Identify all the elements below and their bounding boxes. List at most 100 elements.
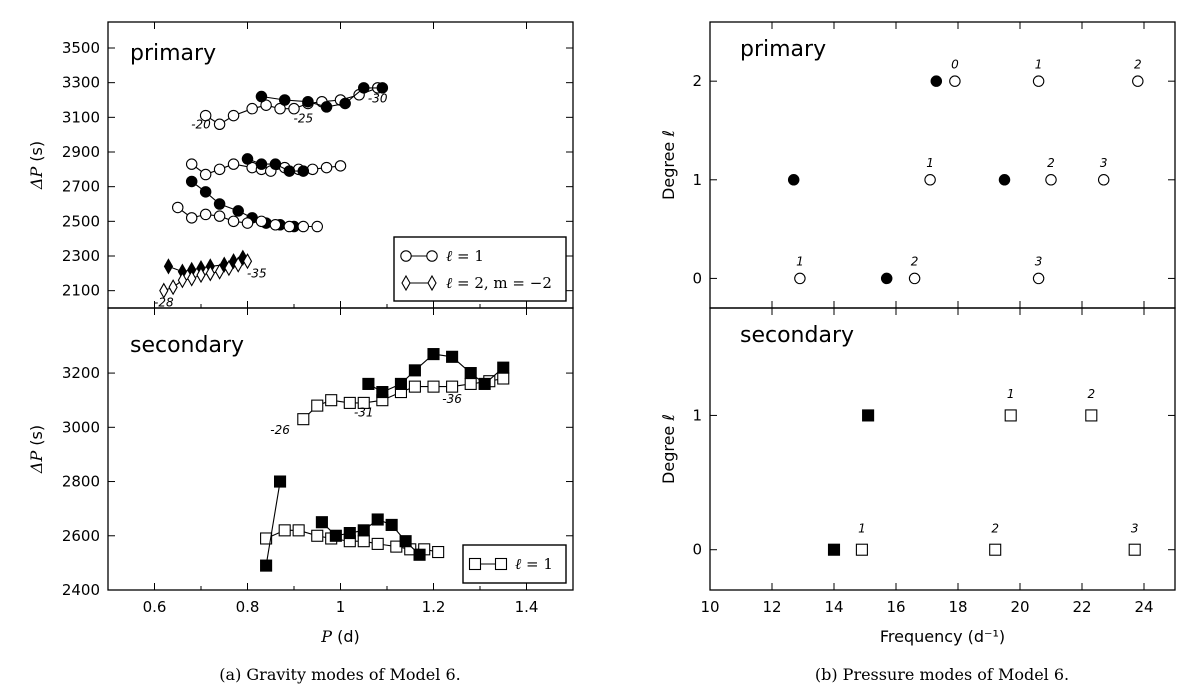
data-point [357,524,370,537]
y-axis-label: ΔP (s) [27,141,46,190]
series-sec_filled_b [260,475,287,572]
series-open [794,75,1144,285]
y-axis-label: ΔP (s) [27,425,46,474]
series-l1_filled_a [255,82,389,113]
data-point [292,524,305,537]
data-point [787,174,800,186]
data-point [827,543,841,556]
data-point [302,95,314,108]
data-point [1004,409,1017,422]
y-tick-label: 0 [692,541,702,559]
annotation-label: -35 [247,267,267,281]
series-l1_open_a [199,82,384,131]
data-point [233,256,243,273]
data-point [371,513,384,526]
data-point [246,102,258,115]
legend-marker [400,250,412,262]
y-tick-label: 2300 [62,247,100,265]
data-point [172,201,184,214]
x-axis-label: P (d) [320,627,360,646]
data-point [329,529,342,542]
series-open [855,409,1141,556]
x-tick-label: 1.4 [515,598,539,616]
x-axis-label-unit: (d) [332,627,360,646]
x-tick-label: 12 [762,598,781,616]
caption-b: (b) Pressure modes of Model 6. [815,665,1069,684]
legend: ℓ = 1 [462,544,567,584]
annotation-label: 1 [926,156,934,170]
data-point [196,266,206,284]
y-tick-label: 1 [692,406,702,424]
legend-label-text: = 1 [452,247,484,265]
data-point [446,380,459,393]
annotation-label: -31 [354,405,374,419]
series-filled [827,409,875,556]
data-point [297,220,310,233]
data-point [187,270,197,287]
series-sec_filled_a [362,348,510,399]
data-point [177,272,188,289]
x-tick-label: 16 [886,598,905,616]
data-point [464,377,477,390]
data-point [255,158,268,170]
series-l1_filled_c [241,153,310,177]
data-point [413,548,426,561]
data-point [185,158,198,170]
panel-gp: primary 2100 2300 2500 2700 2900 3100 3300 3500 Δ… [27,21,574,309]
legend-label-symbol: ℓ [446,274,452,292]
y-tick-label: 2800 [62,473,100,491]
data-point [408,380,421,393]
series-line [265,481,281,566]
data-point [427,348,440,361]
y-tick-label: 2600 [62,527,100,545]
data-point [343,527,356,540]
series-filled [787,75,1011,285]
data-point [446,350,459,363]
annotation-label: 1 [1007,387,1015,401]
data-point [297,165,310,177]
data-point [213,210,226,222]
data-point [1128,543,1141,556]
x-tick-label: 14 [824,598,843,616]
series-l1_open_c [172,201,323,233]
annotation-label: 3 [1035,255,1043,269]
y-tick-label: 2900 [62,143,100,161]
data-point [274,102,286,115]
y-axis-label: Degree ℓ [659,130,678,200]
data-point [213,198,226,210]
data-point [199,168,212,181]
data-point [478,377,491,390]
annotation-label: 0 [951,57,959,71]
data-point [278,94,291,106]
annotation-label: 2 [1047,156,1055,170]
x-tick-label: 24 [1134,598,1153,616]
y-axis-label-unit: (s) [27,425,46,451]
legend-label: ℓ = 2, m = −2 [446,274,552,292]
data-point [1097,174,1110,186]
y-tick-label: 2400 [62,581,100,599]
data-point [306,163,319,176]
data-point [399,535,412,548]
data-point [998,174,1011,186]
data-point [224,260,234,277]
data-point [924,174,936,186]
data-point [371,537,384,550]
y-tick-label: 3100 [62,108,100,126]
data-point [357,396,370,409]
data-point [385,518,398,531]
legend-box [393,236,567,302]
x-axis-label: Frequency (d⁻¹) [880,627,1005,646]
data-point [273,475,287,488]
annotation-label: 2 [1134,57,1142,71]
y-axis-label-unit: (s) [27,141,46,167]
data-point [320,101,333,113]
data-point [989,543,1002,556]
legend-label-text: = 2, m = −2 [452,274,552,292]
x-tick-label: 18 [948,598,967,616]
data-point [242,253,253,270]
annotation-label: 2 [911,255,919,269]
data-point [362,377,375,390]
legend-marker [468,557,482,571]
data-point [949,75,961,87]
